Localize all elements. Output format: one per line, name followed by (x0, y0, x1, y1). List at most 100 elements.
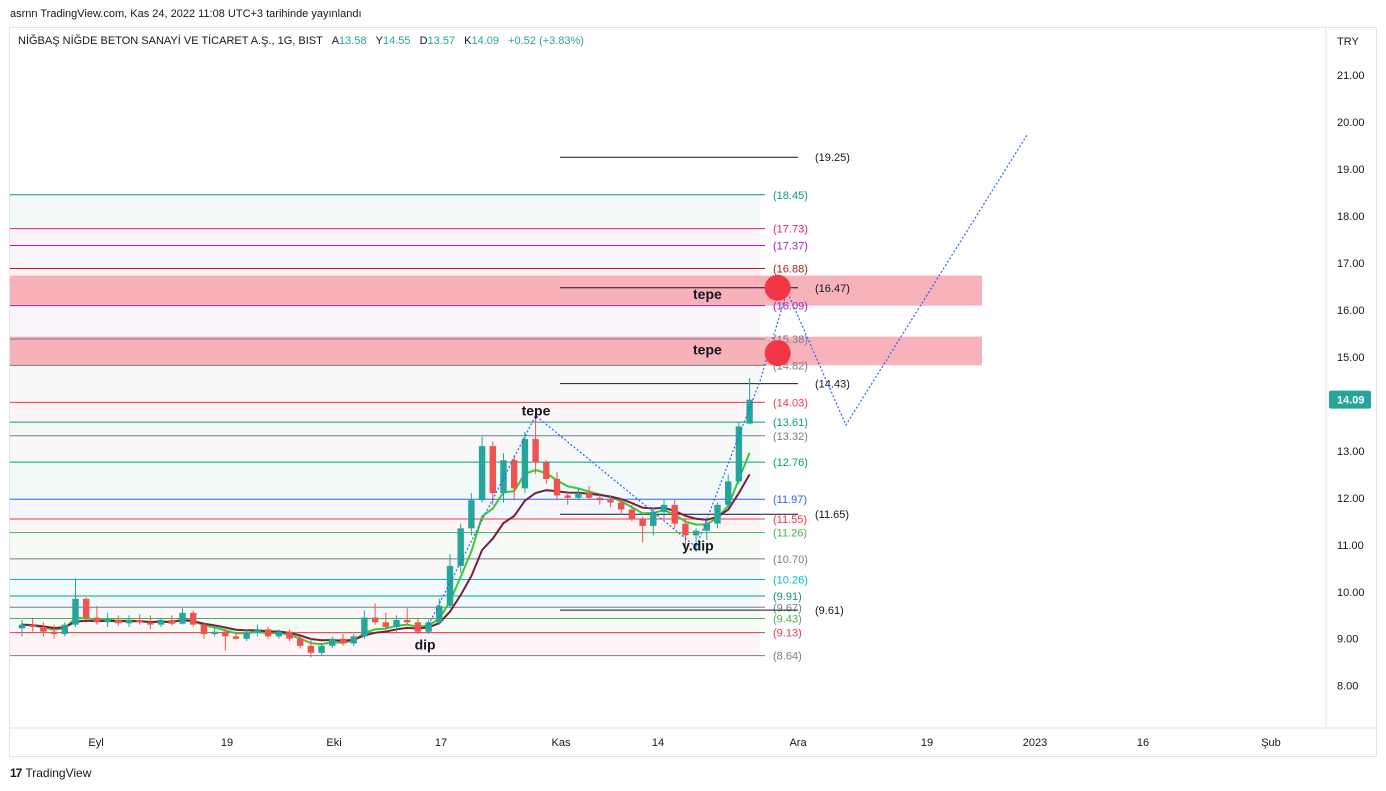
candle (147, 615, 154, 630)
level-label: (9.43) (773, 614, 802, 626)
candle (115, 615, 122, 626)
level-band (10, 305, 760, 340)
level-band (10, 245, 760, 269)
candle-body (168, 619, 175, 624)
candle (361, 610, 368, 639)
candle-body (232, 636, 240, 639)
candle-body (682, 523, 689, 536)
candle (628, 504, 636, 522)
candle (511, 455, 518, 501)
candle (585, 486, 593, 501)
candle (543, 460, 550, 484)
candle-body (564, 495, 571, 498)
candle (735, 422, 743, 484)
candle-body (318, 645, 325, 653)
level-label: (16.09) (773, 301, 808, 313)
candle-body (532, 439, 539, 463)
candle (318, 643, 325, 656)
candle-body (703, 523, 710, 531)
close-value: 14.09 (471, 35, 499, 47)
candle-body (500, 460, 507, 494)
candle-body (628, 509, 636, 519)
price-tick: 20.00 (1337, 117, 1365, 129)
price-tick: 16.00 (1337, 305, 1365, 317)
level-band (10, 579, 760, 596)
annotation-label: y.dip (682, 537, 714, 553)
candle (371, 603, 379, 625)
candle (596, 493, 603, 505)
candle (478, 436, 486, 503)
annotation-label: dip (415, 637, 436, 653)
candle (414, 617, 422, 635)
candle-body (671, 504, 678, 524)
price-tick: 18.00 (1337, 211, 1365, 223)
candle (190, 610, 197, 627)
candle (40, 622, 47, 637)
close-label: K (464, 35, 472, 47)
target-lines: (19.25) (16.47) (14.43) (11.65) (9.61) (560, 152, 850, 617)
candle-body (446, 565, 454, 606)
candle (179, 608, 186, 625)
candle-body (254, 629, 261, 634)
chart-frame[interactable] (9, 27, 1377, 757)
candle-body (190, 612, 197, 625)
candle (339, 634, 347, 646)
time-tick: Eyl (88, 737, 103, 749)
candle (61, 622, 68, 637)
candle (350, 634, 357, 646)
candle-body (329, 638, 336, 646)
candle-body (264, 629, 272, 637)
candle-body (93, 617, 101, 623)
candle (639, 516, 646, 543)
time-axis: Eyl 19 Eki 17 Kas 14 Ara 19 2023 16 Şub (10, 727, 1376, 749)
level-label: (18.45) (773, 190, 808, 202)
candle (692, 528, 700, 552)
brand-name: TradingView (25, 766, 92, 780)
last-price-tag (1329, 390, 1371, 409)
candle (18, 619, 26, 637)
candle-body (382, 622, 389, 627)
level-band (10, 607, 760, 619)
peak-marker (764, 274, 791, 301)
candle (703, 521, 710, 541)
price-tick: 8.00 (1337, 681, 1358, 693)
candle-body (543, 462, 550, 480)
time-tick: Kas (552, 737, 571, 749)
level-band (10, 499, 760, 519)
target-label: (16.47) (815, 283, 850, 295)
candle-body (511, 460, 518, 489)
candle-body (115, 619, 122, 624)
candle (254, 624, 261, 637)
candle (136, 614, 143, 625)
resistance-zone (10, 275, 982, 306)
candle-body (50, 631, 58, 635)
candle-body (489, 446, 496, 494)
level-band (10, 632, 760, 656)
level-band (10, 532, 760, 559)
candle (489, 441, 496, 505)
candle-body (714, 504, 721, 524)
candle-body (29, 624, 36, 627)
candle (307, 638, 315, 658)
candle (93, 605, 101, 625)
candle-body (735, 426, 743, 482)
candle (329, 636, 336, 649)
level-band (10, 194, 760, 229)
time-tick: 16 (1137, 737, 1149, 749)
candle (714, 502, 721, 529)
candle (275, 629, 282, 639)
peak-markers (764, 274, 791, 367)
footer-brand[interactable]: 17 TradingView (10, 766, 91, 780)
candle (553, 471, 561, 501)
candle (50, 624, 58, 639)
candle-body (553, 479, 561, 496)
candle-body (393, 619, 400, 627)
candle (200, 622, 208, 639)
candle-body (650, 511, 657, 526)
level-band (10, 518, 760, 533)
candle-body (521, 439, 529, 489)
candle (232, 631, 240, 640)
candle-body (457, 528, 464, 566)
level-band (10, 558, 760, 580)
